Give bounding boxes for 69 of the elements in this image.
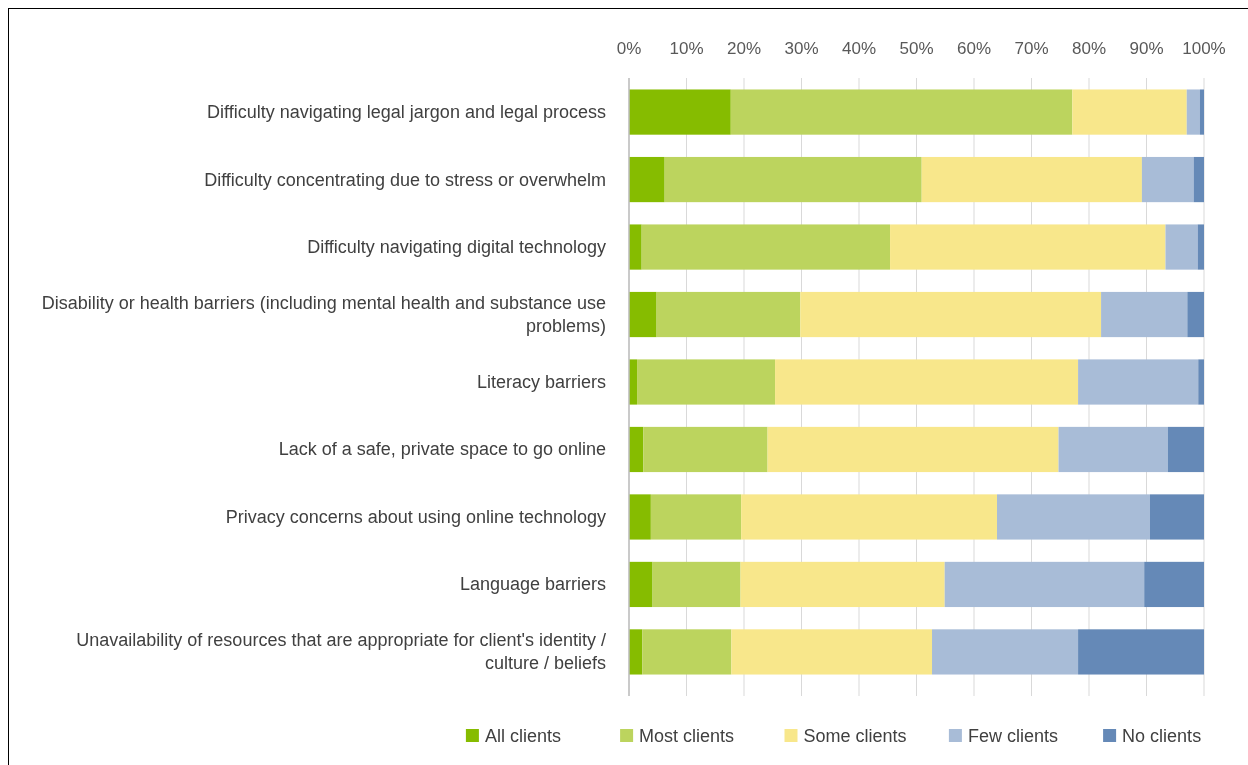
bar <box>629 156 665 203</box>
bar <box>740 561 945 608</box>
bar <box>641 224 891 270</box>
bar <box>800 291 1102 338</box>
bar <box>1165 224 1198 270</box>
legend-label: Most clients <box>639 726 735 746</box>
bar <box>1141 156 1194 203</box>
bar <box>1199 89 1204 135</box>
y-tick-label: Difficulty concentrating due to stress or overwhelm <box>204 169 606 190</box>
bar <box>629 494 651 540</box>
bar <box>664 156 922 203</box>
x-tick-label: 40% <box>841 39 877 58</box>
x-tick-label: 100% <box>1182 39 1226 58</box>
bar <box>629 629 643 675</box>
bar <box>767 426 1059 473</box>
bar <box>1144 561 1204 608</box>
bar <box>1101 291 1188 338</box>
bar <box>652 561 741 608</box>
legend-label: All clients <box>484 726 561 746</box>
x-tick-label: 80% <box>1071 39 1107 58</box>
bar <box>890 224 1166 270</box>
bar <box>1072 89 1187 135</box>
bar <box>642 629 732 675</box>
bar <box>1198 359 1204 405</box>
y-tick-label: Difficulty navigating digital technology <box>307 237 606 258</box>
y-tick-label: Privacy concerns about using online technology <box>225 506 606 527</box>
y-tick-label: Unavailability of resources that are appropriate for client's identity / culture / beliefs <box>76 630 606 674</box>
legend-label: No clients <box>1122 726 1202 746</box>
bar <box>1078 629 1204 675</box>
legend-label: Few clients <box>967 726 1058 746</box>
bar <box>1187 291 1204 338</box>
x-tick-label: 60% <box>956 39 992 58</box>
bar <box>921 156 1142 203</box>
bar <box>656 291 801 338</box>
bar <box>1193 156 1204 203</box>
x-tick-label: 20% <box>726 39 762 58</box>
y-tick-label: Language barriers <box>459 574 606 595</box>
bar <box>775 359 1079 405</box>
bar <box>637 359 776 405</box>
bar <box>629 426 644 473</box>
x-tick-label: 10% <box>669 39 704 58</box>
bar <box>629 291 657 338</box>
bar <box>730 89 1073 135</box>
y-tick-label: Literacy barriers <box>476 372 606 392</box>
bar <box>629 89 731 135</box>
x-tick-label: 70% <box>1014 39 1049 58</box>
x-tick-label: 90% <box>1129 39 1164 58</box>
bar <box>997 494 1150 540</box>
bar <box>1149 494 1204 540</box>
y-tick-label: Difficulty navigating legal jargon and legal process <box>207 102 606 123</box>
bar <box>629 224 642 270</box>
bar <box>731 629 933 675</box>
y-tick-label: Disability or health barriers (including mental health and substance use problems) <box>41 293 606 337</box>
bar <box>1058 426 1168 473</box>
bar <box>643 426 768 473</box>
x-tick-label: 30% <box>784 39 819 58</box>
bar <box>932 629 1079 675</box>
x-tick-label: 0% <box>616 39 642 58</box>
y-tick-label: Lack of a safe, private space to go online <box>278 439 606 460</box>
legend-label: Some clients <box>803 726 907 746</box>
bar <box>1197 224 1205 270</box>
bar <box>1167 426 1204 473</box>
bar <box>944 561 1145 608</box>
bar <box>1078 359 1199 405</box>
bar <box>650 494 742 540</box>
bar <box>629 561 653 608</box>
x-tick-label: 50% <box>899 39 934 58</box>
bar <box>1186 89 1200 135</box>
bar <box>741 494 997 540</box>
